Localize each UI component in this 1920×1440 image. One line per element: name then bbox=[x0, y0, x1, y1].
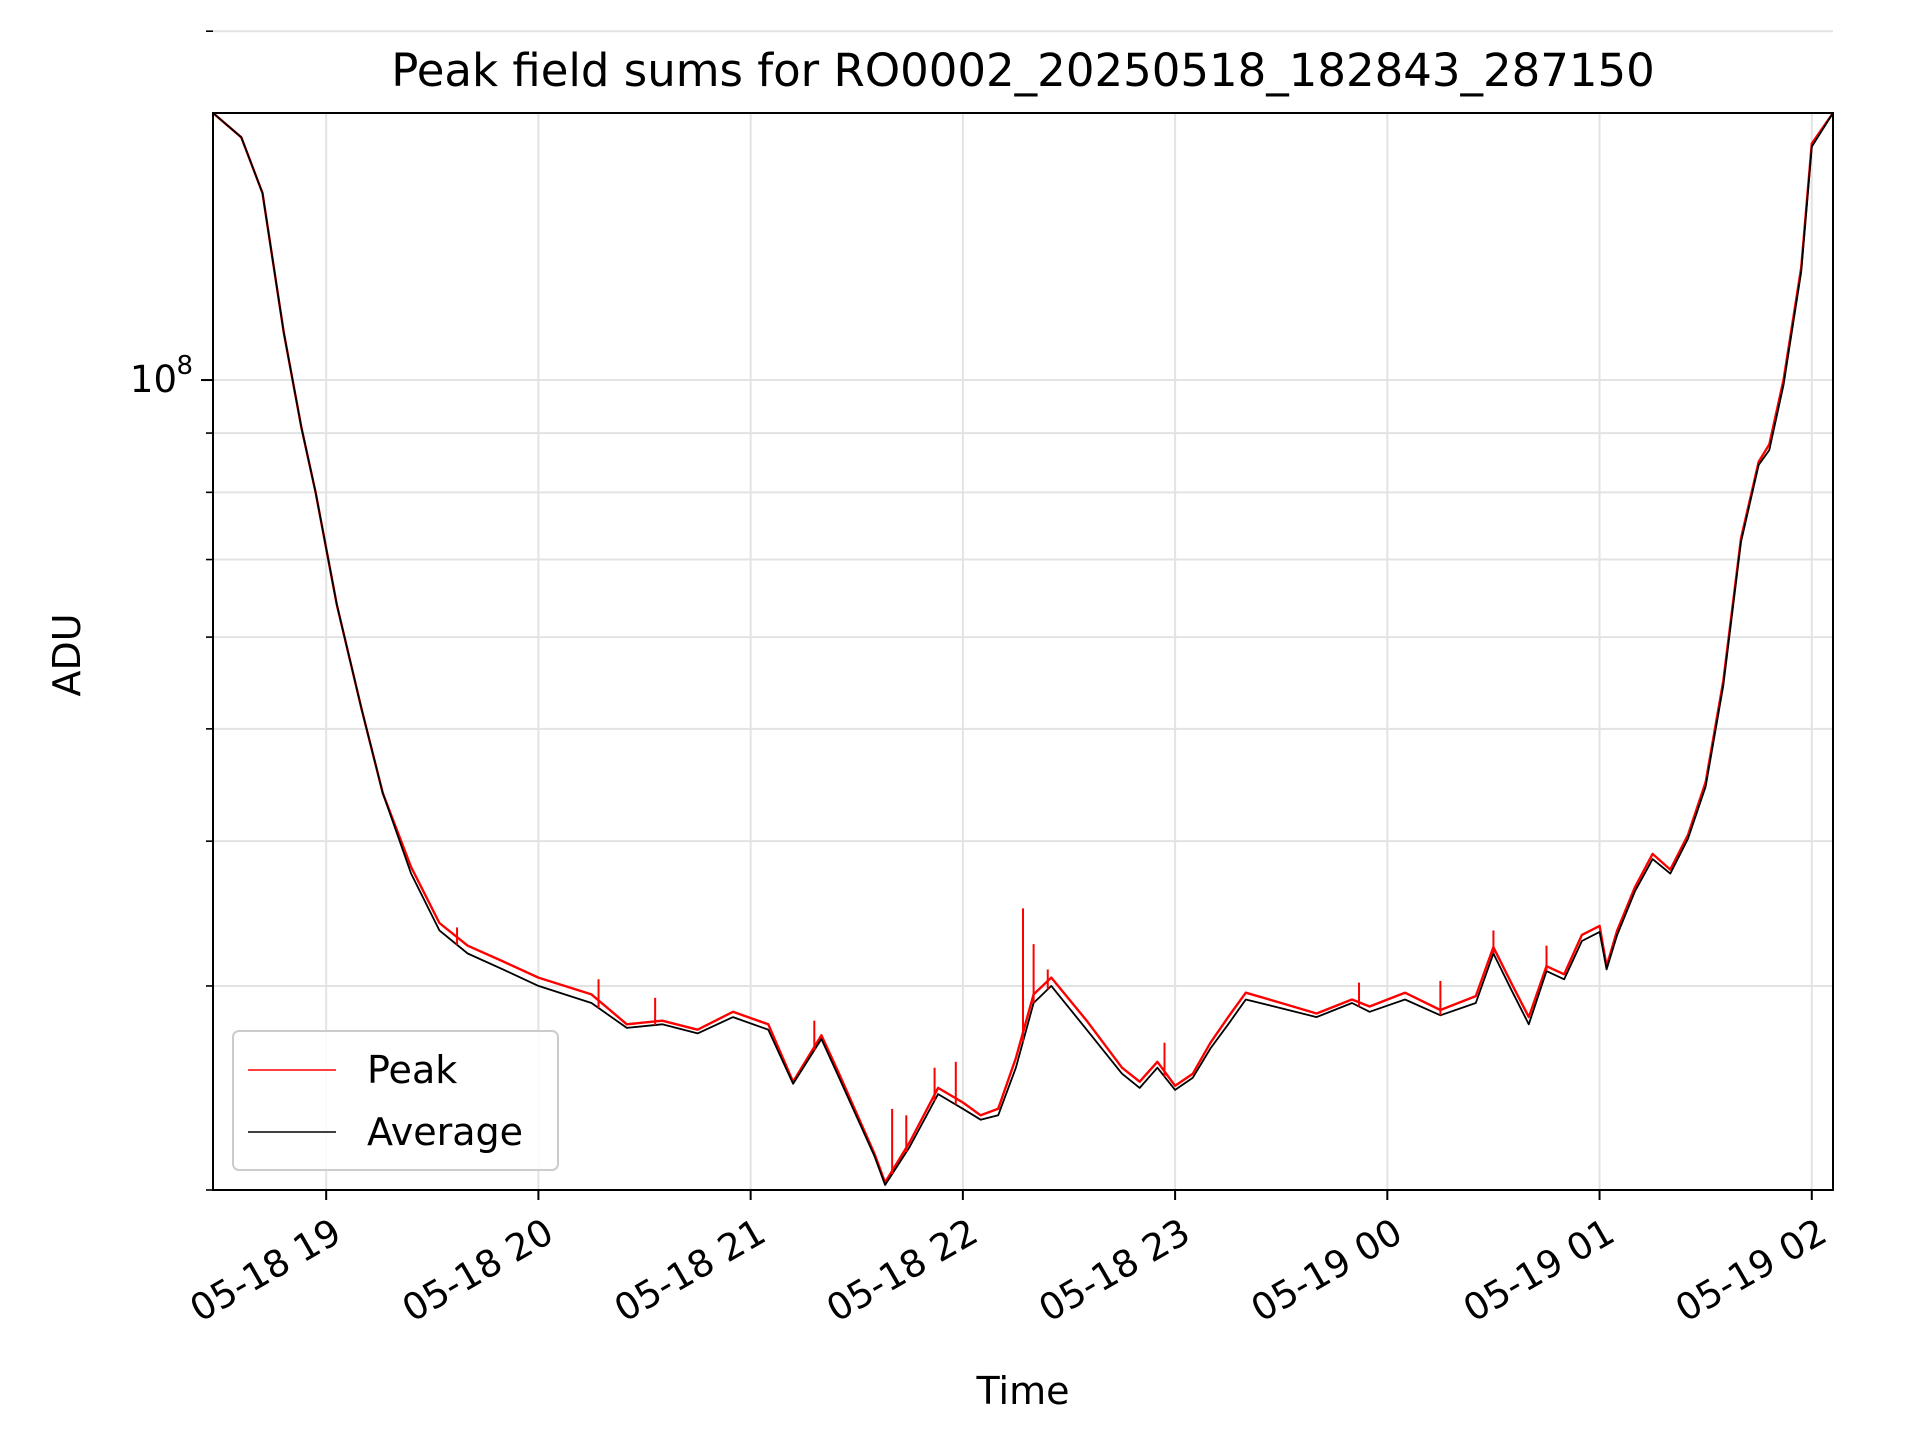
x-axis-label: Time bbox=[976, 1369, 1070, 1413]
legend-label-average: Average bbox=[367, 1110, 523, 1154]
x-tick-label: 05-19 00 bbox=[1244, 1210, 1410, 1330]
plot-frame bbox=[212, 112, 1834, 1191]
x-tick-label: 05-18 22 bbox=[819, 1210, 985, 1330]
y-axis-label: ADU bbox=[45, 613, 89, 696]
series-line-peak bbox=[212, 112, 1834, 1184]
legend-box bbox=[232, 1030, 559, 1171]
x-tick-label: 05-18 19 bbox=[183, 1210, 349, 1330]
x-tick-label: 05-19 01 bbox=[1456, 1210, 1622, 1330]
y-tick-label: 10 bbox=[130, 358, 177, 401]
chart-title: Peak field sums for RO0002_20250518_1828… bbox=[391, 44, 1655, 97]
x-tick-label: 05-18 21 bbox=[607, 1210, 773, 1330]
legend-label-peak: Peak bbox=[367, 1048, 457, 1092]
x-tick-label: 05-18 23 bbox=[1032, 1210, 1198, 1330]
series-layer bbox=[212, 112, 1834, 1186]
series-line-average bbox=[212, 112, 1834, 1186]
x-tick-label: 05-18 20 bbox=[395, 1210, 561, 1330]
grid bbox=[213, 30, 1833, 1191]
x-tick-label: 05-19 02 bbox=[1668, 1210, 1834, 1330]
legend: Peak Average bbox=[232, 1030, 559, 1171]
y-tick-label-exponent: 8 bbox=[176, 351, 193, 381]
